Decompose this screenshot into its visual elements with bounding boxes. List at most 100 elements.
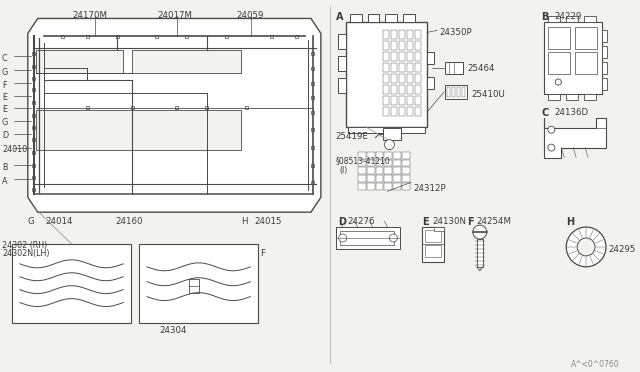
Bar xyxy=(477,239,483,267)
Bar xyxy=(312,164,314,167)
Circle shape xyxy=(566,227,606,267)
Bar xyxy=(32,52,35,55)
Bar xyxy=(245,106,248,109)
Text: A: A xyxy=(336,13,343,22)
Bar xyxy=(394,151,401,158)
Bar xyxy=(312,52,314,55)
Circle shape xyxy=(389,234,397,242)
Bar xyxy=(399,96,405,105)
Bar xyxy=(403,151,410,158)
Bar xyxy=(566,16,578,22)
Bar xyxy=(434,227,444,231)
Text: 24304: 24304 xyxy=(159,326,186,336)
Circle shape xyxy=(577,238,595,256)
Text: F: F xyxy=(260,249,265,258)
Bar xyxy=(338,56,346,71)
Bar xyxy=(407,52,413,61)
Bar xyxy=(392,96,397,105)
Text: 24170M: 24170M xyxy=(72,10,108,19)
Bar xyxy=(358,167,365,174)
Bar xyxy=(32,164,35,167)
Bar xyxy=(269,35,273,38)
Circle shape xyxy=(556,79,561,85)
Bar xyxy=(156,35,159,38)
Bar xyxy=(399,74,405,83)
Bar xyxy=(185,35,188,38)
Bar xyxy=(383,96,389,105)
Polygon shape xyxy=(28,19,321,212)
Text: 24010: 24010 xyxy=(2,145,27,154)
Bar xyxy=(548,16,560,22)
Bar xyxy=(32,126,35,129)
Bar xyxy=(548,94,560,100)
Bar xyxy=(394,160,401,167)
Bar xyxy=(358,183,365,190)
Bar xyxy=(385,160,392,167)
Bar xyxy=(36,50,123,73)
Bar xyxy=(312,111,314,114)
Text: 24059: 24059 xyxy=(236,10,264,19)
Bar xyxy=(383,74,389,83)
Bar xyxy=(575,28,597,49)
Bar xyxy=(584,94,596,100)
Bar xyxy=(376,183,383,190)
Bar xyxy=(407,96,413,105)
Bar xyxy=(427,52,434,64)
Bar xyxy=(415,41,421,50)
Text: 24312P: 24312P xyxy=(413,185,446,193)
Bar xyxy=(427,77,434,89)
Bar xyxy=(545,22,602,94)
Bar xyxy=(445,62,463,74)
Text: 24302 (RH): 24302 (RH) xyxy=(2,241,47,250)
Bar xyxy=(422,227,444,262)
Bar xyxy=(367,176,374,182)
Bar xyxy=(376,167,383,174)
Bar xyxy=(36,110,241,150)
Bar xyxy=(407,41,413,50)
Text: H: H xyxy=(241,217,248,226)
Bar xyxy=(407,74,413,83)
Bar xyxy=(225,35,228,38)
Text: 24276: 24276 xyxy=(348,217,375,226)
Text: H: H xyxy=(566,217,574,227)
Text: E: E xyxy=(2,105,7,114)
Bar xyxy=(312,181,314,184)
Bar xyxy=(452,87,455,97)
Bar xyxy=(415,52,421,61)
Circle shape xyxy=(548,126,555,133)
Bar xyxy=(548,52,570,74)
Bar xyxy=(336,227,401,249)
Bar xyxy=(376,160,383,167)
Bar xyxy=(584,16,596,22)
Bar xyxy=(367,15,380,22)
Text: A: A xyxy=(2,177,8,186)
Bar xyxy=(407,107,413,116)
Text: E: E xyxy=(422,217,429,227)
Bar xyxy=(415,63,421,72)
Bar xyxy=(399,52,405,61)
Circle shape xyxy=(339,234,347,242)
Bar xyxy=(205,106,208,109)
Bar xyxy=(403,15,415,22)
Bar xyxy=(403,176,410,182)
Bar xyxy=(385,183,392,190)
Bar xyxy=(575,52,597,74)
Bar xyxy=(445,85,467,99)
Bar xyxy=(383,31,389,39)
Bar xyxy=(392,31,397,39)
Bar xyxy=(394,176,401,182)
Text: 24017M: 24017M xyxy=(157,10,192,19)
Bar xyxy=(383,41,389,50)
Bar xyxy=(394,167,401,174)
Bar xyxy=(383,52,389,61)
Bar xyxy=(399,31,405,39)
Bar xyxy=(602,46,607,58)
Text: 24229: 24229 xyxy=(554,13,582,22)
Text: 24015: 24015 xyxy=(254,217,282,226)
Bar xyxy=(358,160,365,167)
Bar xyxy=(399,41,405,50)
Text: G: G xyxy=(2,68,8,77)
Text: 24295: 24295 xyxy=(608,245,636,254)
Bar xyxy=(340,231,394,245)
Bar xyxy=(367,151,374,158)
